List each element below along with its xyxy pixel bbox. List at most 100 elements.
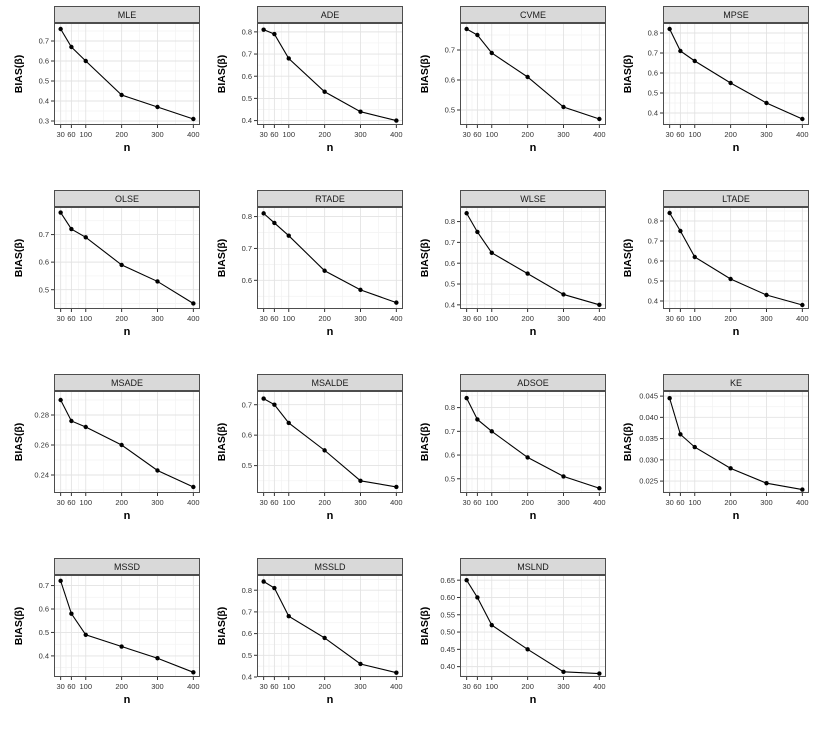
facet-panel: ADSOE 0.5 0.6 0.7 0.8 30 60 100 200 300 400 BIAS(β)… <box>418 374 612 534</box>
y-tick-label: 0.5 <box>241 651 251 660</box>
y-tick-label: 0.6 <box>445 451 455 460</box>
data-point <box>475 229 480 235</box>
y-tick-label: 0.7 <box>38 230 48 239</box>
facet-strip <box>256 190 403 207</box>
y-axis-label: BIAS(β) <box>419 423 431 462</box>
x-tick-label: 30 <box>666 130 674 139</box>
y-tick-label: 0.6 <box>445 76 455 85</box>
y-tick-label: 0.50 <box>441 628 456 637</box>
panel-border <box>53 391 200 493</box>
x-tick-label: 60 <box>67 130 75 139</box>
facet-panel: MSSD 0.4 0.5 0.6 0.7 30 60 100 200 300 400 BIAS(β) n <box>12 558 206 718</box>
facet-title: WLSE <box>520 194 546 204</box>
plot-svg: KE 0.025 0.030 0.035 0.040 0.045 30 60 100 200 300… <box>622 374 810 522</box>
data-point <box>475 595 480 600</box>
y-tick-label: 0.040 <box>640 413 659 422</box>
data-point <box>561 474 566 479</box>
data-point <box>83 424 88 430</box>
y-tick-label: 0.7 <box>445 46 455 55</box>
x-tick-label: 100 <box>282 682 295 691</box>
y-tick-label: 0.45 <box>441 645 456 654</box>
data-line <box>59 28 194 120</box>
data-point <box>597 486 602 491</box>
x-tick-label: 400 <box>796 130 809 139</box>
y-tick-label: 0.4 <box>38 651 48 660</box>
facet-strip <box>53 190 200 207</box>
x-axis-label: n <box>733 326 740 338</box>
facet-title: KE <box>730 378 742 388</box>
y-tick-label: 0.8 <box>648 217 658 226</box>
data-point <box>464 26 469 32</box>
data-line <box>669 212 803 306</box>
x-tick-label: 300 <box>151 130 164 139</box>
y-tick-label: 0.5 <box>445 474 455 483</box>
x-tick-label: 100 <box>79 130 92 139</box>
y-tick-label: 0.3 <box>38 117 48 126</box>
x-tick-label: 400 <box>593 314 606 323</box>
y-tick-label: 0.8 <box>445 403 455 412</box>
data-point <box>358 287 363 293</box>
x-tick-label: 60 <box>270 682 278 691</box>
facet-strip <box>256 374 403 391</box>
data-point <box>190 484 196 490</box>
facet-title: MPSE <box>724 10 750 20</box>
x-tick-label: 200 <box>318 682 331 691</box>
x-tick-label: 100 <box>282 130 295 139</box>
y-tick-label: 0.045 <box>640 392 659 401</box>
data-point <box>272 402 277 407</box>
facet-panel: MSALDE 0.5 0.6 0.7 30 60 100 200 300 400 BIAS(β) n <box>215 374 409 534</box>
y-tick-label: 0.6 <box>241 431 251 440</box>
y-tick-label: 0.5 <box>38 628 48 637</box>
panel-border <box>256 575 403 677</box>
x-axis-label: n <box>530 326 537 338</box>
x-tick-label: 30 <box>56 498 64 507</box>
x-tick-label: 200 <box>725 130 738 139</box>
facet-title: MLE <box>117 10 136 20</box>
facet-panel: RTADE 0.6 0.7 0.8 30 60 100 200 300 400 BIAS(β) n <box>215 190 409 350</box>
data-point <box>119 262 124 268</box>
data-point <box>190 116 196 122</box>
plot-svg: MSSD 0.4 0.5 0.6 0.7 30 60 100 200 300 400 BIAS(β) n <box>13 558 200 706</box>
data-point <box>800 487 805 492</box>
data-point <box>489 622 495 628</box>
data-point <box>272 31 277 37</box>
x-tick-label: 100 <box>79 314 92 323</box>
x-tick-label: 300 <box>151 682 164 691</box>
x-axis-label: n <box>530 142 537 154</box>
x-tick-label: 300 <box>354 314 367 323</box>
y-tick-label: 0.5 <box>445 106 455 115</box>
data-point <box>190 301 196 306</box>
x-tick-label: 400 <box>796 498 809 507</box>
y-tick-label: 0.7 <box>648 237 658 246</box>
facet-title: MSALDE <box>311 378 348 388</box>
data-point <box>667 210 673 216</box>
data-point <box>692 254 698 260</box>
data-point <box>525 455 530 460</box>
y-tick-label: 0.6 <box>648 69 658 78</box>
data-point <box>597 116 602 122</box>
x-tick-label: 300 <box>557 498 570 507</box>
y-tick-label: 0.8 <box>241 212 251 221</box>
x-tick-label: 400 <box>390 682 403 691</box>
plot-svg: MPSE 0.4 0.5 0.6 0.7 0.8 30 60 100 200 300 400 BIAS(… <box>622 6 810 154</box>
x-axis-label: n <box>327 142 334 154</box>
y-tick-label: 0.5 <box>38 285 48 294</box>
data-point <box>764 100 770 106</box>
data-point <box>667 26 673 32</box>
panel-background <box>460 391 606 493</box>
x-tick-label: 60 <box>473 498 481 507</box>
data-point <box>286 233 291 238</box>
x-tick-label: 400 <box>187 314 200 323</box>
y-tick-label: 0.8 <box>241 27 251 36</box>
y-tick-label: 0.8 <box>445 217 455 226</box>
x-tick-label: 300 <box>151 314 164 323</box>
x-tick-label: 200 <box>725 498 738 507</box>
data-point <box>358 109 363 114</box>
x-tick-label: 30 <box>463 498 471 507</box>
panel-border <box>460 207 607 309</box>
x-axis-label: n <box>327 510 334 522</box>
panel-border <box>663 391 810 493</box>
x-tick-label: 30 <box>259 682 267 691</box>
y-tick-label: 0.5 <box>648 89 658 98</box>
x-tick-label: 400 <box>390 314 403 323</box>
